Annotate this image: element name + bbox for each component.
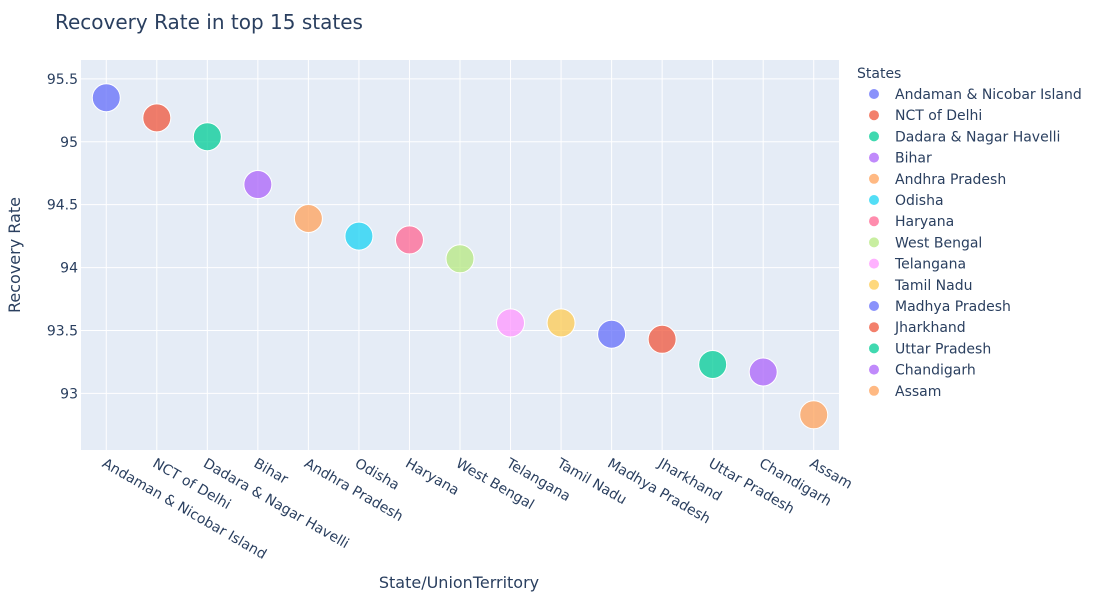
legend-label: Bihar <box>895 151 932 167</box>
legend-marker <box>869 195 879 205</box>
data-point[interactable] <box>445 244 475 274</box>
legend-item[interactable]: Jharkhand <box>869 320 966 336</box>
legend-item[interactable]: Assam <box>869 384 941 400</box>
legend-item[interactable]: Tamil Nadu <box>869 278 973 294</box>
legend-label: Madhya Pradesh <box>895 299 1011 315</box>
legend-marker <box>869 237 879 248</box>
legend-marker <box>869 343 879 354</box>
y-tick-label: 93.5 <box>47 323 78 339</box>
legend-marker <box>869 301 879 311</box>
data-point[interactable] <box>698 349 728 379</box>
data-point[interactable] <box>496 308 526 338</box>
legend-marker <box>869 364 879 375</box>
legend-item[interactable]: Chandigarh <box>869 363 976 379</box>
y-axis-ticks: 93 93.5 94 94.5 95 95.5 <box>47 72 78 403</box>
legend-label: Andhra Pradesh <box>895 172 1006 188</box>
legend-label: Andaman & Nicobar Island <box>895 87 1082 103</box>
data-point[interactable] <box>192 122 222 152</box>
legend-marker <box>869 258 879 269</box>
legend-item[interactable]: Telangana <box>869 257 966 273</box>
legend-label: Assam <box>895 384 941 400</box>
data-point[interactable] <box>597 319 627 349</box>
legend-label: Telangana <box>894 257 966 273</box>
legend-marker <box>869 131 879 142</box>
y-tick-label: 94 <box>60 261 78 277</box>
legend-item[interactable]: NCT of Delhi <box>869 108 982 124</box>
legend-item[interactable]: Andaman & Nicobar Island <box>869 87 1082 103</box>
legend-label: Odisha <box>895 193 944 209</box>
y-tick-label: 95.5 <box>47 72 78 88</box>
x-tick-label: Uttar Pradesh <box>706 456 797 518</box>
legend-label: Haryana <box>895 214 954 230</box>
data-point[interactable] <box>293 204 323 234</box>
y-axis-title: Recovery Rate <box>5 197 24 313</box>
y-tick-label: 95 <box>60 135 78 151</box>
legend-marker <box>869 385 879 396</box>
legend-item[interactable]: Odisha <box>869 193 944 209</box>
data-points <box>91 83 829 430</box>
legend-item[interactable]: Uttar Pradesh <box>869 341 991 357</box>
legend-marker <box>869 89 879 99</box>
legend-item[interactable]: Bihar <box>869 151 932 167</box>
data-point[interactable] <box>142 103 172 133</box>
legend-marker <box>869 216 879 227</box>
legend-label: Uttar Pradesh <box>895 341 991 357</box>
legend-item[interactable]: West Bengal <box>869 235 982 251</box>
legend-item[interactable]: Dadara & Nagar Havelli <box>869 129 1060 145</box>
legend-label: Dadara & Nagar Havelli <box>895 129 1060 145</box>
data-point[interactable] <box>647 324 677 354</box>
legend-marker <box>869 279 879 290</box>
legend-label: Tamil Nadu <box>894 278 973 294</box>
y-tick-label: 94.5 <box>47 198 78 214</box>
legend-item[interactable]: Madhya Pradesh <box>869 299 1011 315</box>
data-point[interactable] <box>243 170 273 200</box>
legend-item[interactable]: Haryana <box>869 214 954 230</box>
legend-label: Chandigarh <box>895 363 976 379</box>
legend-marker <box>869 322 879 333</box>
data-point[interactable] <box>799 400 829 430</box>
data-point[interactable] <box>546 308 576 338</box>
legend-title: States <box>857 66 901 82</box>
legend-label: NCT of Delhi <box>895 108 982 124</box>
x-axis-title: State/UnionTerritory <box>379 573 539 592</box>
legend-label: West Bengal <box>895 235 982 251</box>
x-tick-label: Haryana <box>402 456 461 499</box>
data-point[interactable] <box>344 221 374 251</box>
legend-marker <box>869 110 879 121</box>
legend: States Andaman & Nicobar Island NCT of De… <box>857 66 1082 400</box>
legend-items: Andaman & Nicobar Island NCT of Delhi Dada… <box>869 87 1082 400</box>
legend-label: Jharkhand <box>894 320 966 336</box>
data-point[interactable] <box>91 83 121 113</box>
y-tick-label: 93 <box>60 386 78 402</box>
legend-item[interactable]: Andhra Pradesh <box>869 172 1006 188</box>
data-point[interactable] <box>748 357 778 387</box>
legend-marker <box>869 152 879 163</box>
data-point[interactable] <box>394 225 424 255</box>
chart-title: Recovery Rate in top 15 states <box>55 10 363 34</box>
legend-marker <box>869 173 879 184</box>
